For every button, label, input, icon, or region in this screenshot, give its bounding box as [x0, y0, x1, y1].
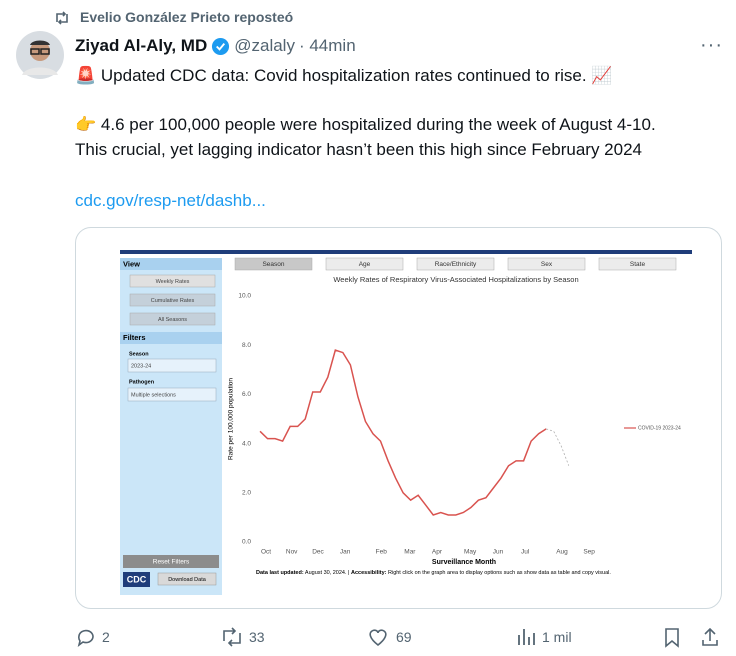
sidebar	[120, 258, 222, 595]
post-line: 👉 4.6 per 100,000 people were hospitaliz…	[75, 115, 656, 134]
note-rest: Right click on the graph area to display…	[388, 570, 611, 576]
tab[interactable]	[598, 257, 677, 271]
x-tick-label: Jan	[340, 549, 351, 556]
y-axis-label: Rate per 100,000 population	[228, 378, 235, 460]
note-access: Accessibility:	[351, 570, 387, 576]
tab[interactable]	[507, 257, 586, 271]
author-handle[interactable]: @zalaly	[234, 36, 295, 55]
download-button[interactable]	[157, 572, 217, 586]
dashboard: View Filters Season 2023-24 Pathogen Mul…	[120, 250, 692, 595]
repost-text: Evelio González Prieto reposteó	[80, 9, 294, 25]
pathogen-value: Multiple selections	[131, 392, 176, 398]
season-value: 2023-24	[131, 363, 151, 369]
view-button[interactable]	[129, 312, 216, 326]
x-tick-label: Feb	[376, 549, 388, 556]
post-link[interactable]: cdc.gov/resp-net/dashb...	[75, 191, 266, 210]
filters-header-bg	[120, 332, 222, 344]
repost-button[interactable]	[220, 626, 244, 648]
y-tick-label: 4.0	[242, 440, 251, 447]
tab-label: Age	[359, 261, 371, 268]
series-line	[259, 349, 547, 516]
post-line: 🚨 Updated CDC data: Covid hospitalizatio…	[75, 66, 613, 85]
view-button-label: Weekly Rates	[156, 279, 190, 285]
x-tick-label: Jul	[521, 549, 530, 556]
tab[interactable]	[234, 257, 313, 271]
views-icon[interactable]	[515, 626, 537, 648]
tab-label: Race/Ethnicity	[435, 261, 477, 268]
avatar[interactable]	[16, 31, 64, 79]
note-date: August 30, 2024. |	[305, 570, 350, 576]
x-tick-label: May	[464, 549, 477, 556]
repost-count: 33	[249, 629, 265, 645]
reply-icon[interactable]	[75, 626, 97, 648]
x-tick-label: Apr	[432, 549, 443, 556]
x-tick-label: Nov	[286, 549, 298, 556]
share-icon[interactable]	[699, 626, 721, 648]
view-button[interactable]	[129, 274, 216, 288]
post-line: This crucial, yet lagging indicator hasn…	[75, 140, 642, 159]
more-button[interactable]: ···	[700, 34, 723, 56]
data-note: Data last updated: August 30, 2024. | Ac…	[256, 570, 611, 576]
post-time: · 44min	[298, 36, 356, 55]
like-icon[interactable]	[367, 626, 389, 648]
x-tick-label: Jun	[493, 549, 504, 556]
x-tick-label: Sep	[583, 549, 595, 556]
reply-count: 2	[102, 629, 110, 645]
download-text: Download Data	[168, 577, 207, 583]
view-header-bg	[120, 258, 222, 270]
repost-icon	[56, 11, 68, 25]
tab-label: Season	[262, 261, 284, 268]
tab-label: State	[630, 261, 646, 268]
series-line	[546, 428, 570, 466]
views-count: 1 mil	[542, 629, 572, 645]
tab[interactable]	[416, 257, 495, 271]
y-tick-label: 0.0	[242, 539, 251, 546]
y-tick-label: 6.0	[242, 391, 251, 398]
view-button-label: Cumulative Rates	[151, 298, 195, 304]
x-tick-label: Mar	[404, 549, 416, 556]
season-dropdown[interactable]	[127, 358, 217, 373]
reset-text: Reset Filters	[153, 559, 190, 566]
media-card[interactable]: View Filters Season 2023-24 Pathogen Mul…	[75, 227, 722, 609]
view-button-label: All Seasons	[158, 317, 187, 323]
x-axis-label: Surveillance Month	[432, 559, 496, 566]
y-tick-label: 2.0	[242, 490, 251, 497]
reset-button[interactable]	[123, 555, 219, 568]
y-tick-label: 8.0	[242, 342, 251, 349]
verified-badge	[212, 37, 230, 55]
chart-title: Weekly Rates of Respiratory Virus-Associ…	[333, 275, 578, 284]
bookmark-icon[interactable]	[661, 626, 683, 648]
view-button[interactable]	[129, 293, 216, 307]
view-header: View	[123, 259, 140, 268]
filters-header: Filters	[123, 333, 146, 342]
cdc-logo	[123, 572, 150, 587]
pathogen-dropdown[interactable]	[127, 387, 217, 402]
note-bold: Data last updated:	[256, 570, 304, 576]
tab[interactable]	[325, 257, 404, 271]
like-count: 69	[396, 629, 412, 645]
pathogen-label: Pathogen	[129, 379, 155, 385]
author-name[interactable]: Ziyad Al-Aly, MD	[75, 36, 208, 55]
legend-label: COVID-19 2023-24	[638, 425, 681, 431]
x-tick-label: Dec	[312, 549, 324, 556]
y-tick-label: 10.0	[238, 293, 251, 300]
x-tick-label: Aug	[556, 549, 568, 556]
tab-label: Sex	[541, 261, 553, 268]
season-label: Season	[129, 351, 149, 357]
action-bar: 2 33 69 1 mil	[75, 626, 735, 650]
top-bar	[120, 250, 692, 254]
cdc-logo-text: CDC	[127, 574, 147, 584]
x-tick-label: Oct	[261, 549, 271, 556]
